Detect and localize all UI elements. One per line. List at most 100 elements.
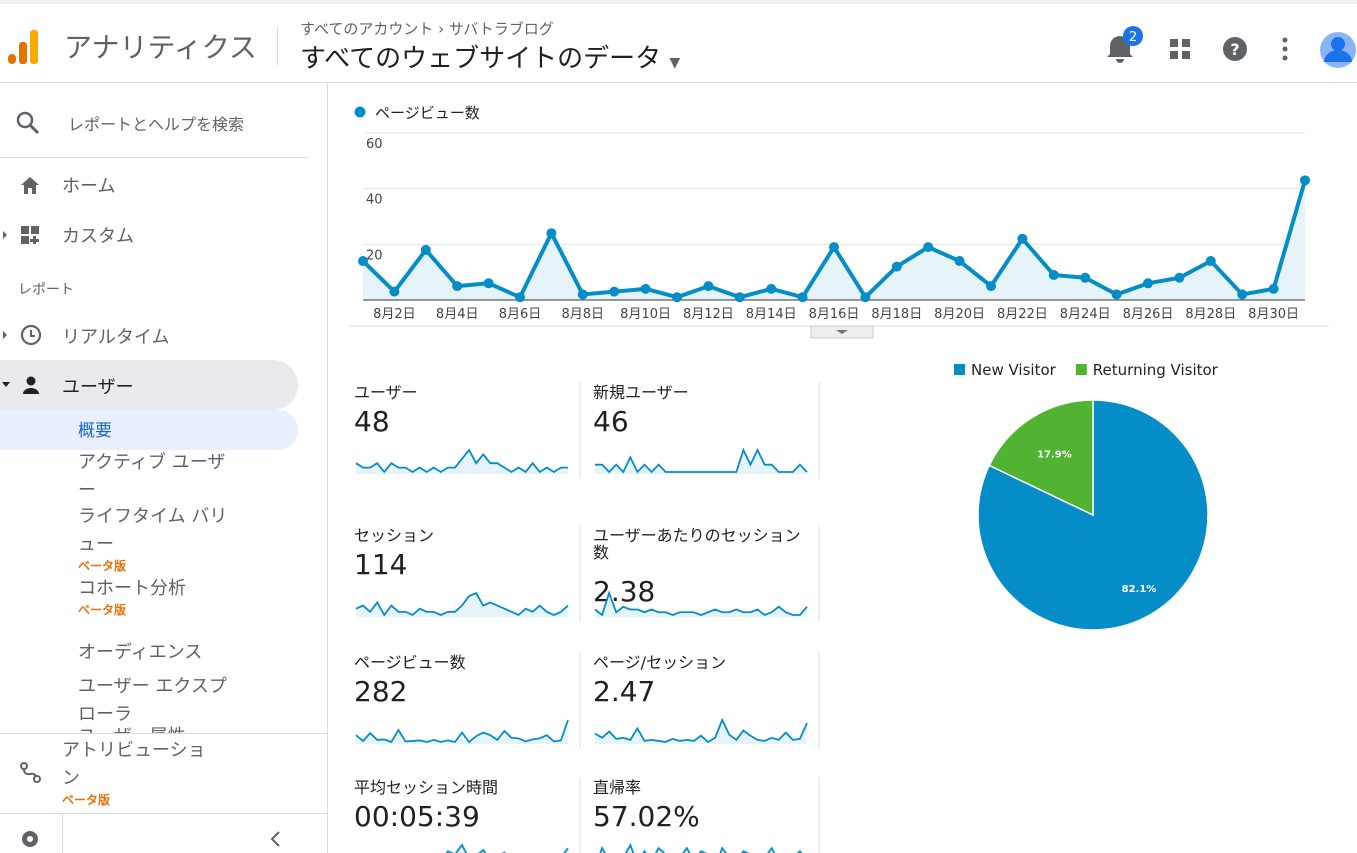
search-icon xyxy=(16,111,40,135)
metric-box: ユーザーあたりのセッション数 2.38 xyxy=(593,527,813,607)
property[interactable]: サバトラブログ xyxy=(448,20,554,38)
nav-label[interactable]: ユーザー エクスプローラ xyxy=(78,676,227,725)
point xyxy=(1300,175,1310,186)
x-tick-label: 8月24日 xyxy=(1060,307,1111,322)
nav-label[interactable]: コホート分析 xyxy=(78,578,186,599)
x-tick-label: 8月8日 xyxy=(562,307,605,322)
nav-users-active[interactable] xyxy=(0,360,298,410)
point xyxy=(1268,283,1279,294)
nav-sub-item[interactable]: ライフタイム バリューベータ版 xyxy=(78,503,238,573)
metric: ページ/セッション 2.47 xyxy=(593,654,813,708)
point xyxy=(420,244,431,255)
metric-label: ユーザーあたりのセッション数 xyxy=(593,527,801,562)
point xyxy=(672,292,682,303)
nav-users[interactable]: ユーザー xyxy=(62,377,134,398)
realtime-icon xyxy=(3,324,42,346)
metric-box: ページビュー数 282 xyxy=(354,654,574,708)
x-tick-label: 8月26日 xyxy=(1123,307,1174,322)
legend-marker xyxy=(354,106,366,118)
sidebar: レポートとヘルプを検索 ホーム カスタム レポート リアルタイム ユーザー 概要… xyxy=(0,83,328,853)
legend-swatch xyxy=(954,364,965,375)
breadcrumb[interactable]: すべてのアカウント › サバトラブログ xyxy=(300,20,554,38)
point xyxy=(1174,272,1185,283)
point xyxy=(640,283,651,294)
nav-custom[interactable]: カスタム xyxy=(62,226,134,247)
nav-sub-item[interactable]: ユーザー エクスプローラ xyxy=(78,673,238,729)
nav-sub-item[interactable]: コホート分析 ベータ版 xyxy=(78,575,238,617)
help-icon[interactable] xyxy=(1223,37,1247,61)
point xyxy=(1048,269,1059,280)
point xyxy=(1143,278,1153,289)
y-tick-label: 60 xyxy=(366,137,383,152)
notification-count: 2 xyxy=(1129,30,1137,45)
nav-sub-item[interactable]: オーディエンス xyxy=(78,639,238,667)
custom-icon xyxy=(3,226,39,244)
metric-value: 2.47 xyxy=(593,675,656,708)
metric-value: 46 xyxy=(593,405,629,438)
nav-label[interactable]: アクティブ ユーザー xyxy=(78,452,226,501)
point xyxy=(766,283,777,294)
beta-badge: ベータ版 xyxy=(62,793,111,807)
metric-box: ページ/セッション 2.47 xyxy=(593,654,813,708)
metric-value: 2.38 xyxy=(593,575,656,607)
x-tick-label: 8月6日 xyxy=(499,307,542,322)
metric-label: 直帰率 xyxy=(593,779,642,797)
x-tick-label: 8月4日 xyxy=(436,307,479,322)
x-tick-label: 8月10日 xyxy=(620,307,671,322)
x-tick-label: 8月12日 xyxy=(683,307,734,322)
nav-label[interactable]: 概要 xyxy=(78,421,112,441)
beta-badge: ベータ版 xyxy=(78,559,127,573)
metric-box: ユーザー 48 xyxy=(354,384,574,438)
nav-overview-active[interactable] xyxy=(0,410,298,450)
nav-label[interactable]: オーディエンス xyxy=(78,642,203,663)
apps-icon[interactable] xyxy=(1170,39,1190,59)
nav-label[interactable]: ライフタイム バリュー xyxy=(78,506,228,555)
metric-label: 新規ユーザー xyxy=(593,384,689,402)
settings-icon[interactable] xyxy=(18,827,44,853)
point xyxy=(734,292,745,303)
users-icon xyxy=(2,376,39,394)
main-panel: ページビュー数 20 40 60 8月2日 8月4日 8月6日 8月8日 8月10日 8月12日 8… xyxy=(349,104,1329,853)
sparkline xyxy=(355,448,568,474)
point xyxy=(389,286,400,297)
point xyxy=(986,281,996,292)
metric-label: ユーザー xyxy=(354,384,418,402)
sparkline xyxy=(599,842,803,853)
slice-label: 82.1% xyxy=(1122,584,1157,595)
metric-value: 48 xyxy=(354,405,390,438)
more-icon[interactable] xyxy=(1282,37,1288,61)
point xyxy=(483,278,494,289)
nav-realtime[interactable]: リアルタイム xyxy=(62,327,170,348)
point xyxy=(609,286,620,297)
nav-sub-item[interactable]: アクティブ ユーザー xyxy=(78,449,238,505)
point xyxy=(1111,289,1122,300)
x-tick-label: 8月20日 xyxy=(934,307,985,322)
point xyxy=(703,281,714,292)
point xyxy=(1017,233,1028,244)
sidebar-footer xyxy=(0,733,327,853)
point xyxy=(358,256,368,267)
x-tick-label: 8月28日 xyxy=(1185,307,1236,322)
nav-sub-item[interactable]: 概要 xyxy=(78,417,238,445)
sparkline xyxy=(594,717,808,744)
view-selector[interactable]: すべてのウェブサイトのデータ ▼ xyxy=(300,44,681,74)
nav-home[interactable]: ホーム xyxy=(62,176,116,197)
sparkline-area xyxy=(356,450,568,474)
point xyxy=(1080,272,1091,283)
collapse-button[interactable] xyxy=(266,829,286,849)
view-title: すべてのウェブサイトのデータ xyxy=(300,44,662,74)
metric-value: 57.02% xyxy=(593,800,700,833)
search-box[interactable]: レポートとヘルプを検索 xyxy=(68,115,245,134)
sparkline-area xyxy=(595,450,807,474)
home-icon xyxy=(21,177,39,194)
attribution-icon xyxy=(20,762,41,783)
metric-box: セッション 114 xyxy=(354,527,574,581)
legend-label: New Visitor xyxy=(971,361,1057,379)
metric: ページビュー数 282 xyxy=(354,654,574,708)
account[interactable]: すべてのアカウント xyxy=(300,20,434,38)
point xyxy=(860,292,871,303)
sparkline xyxy=(595,447,808,474)
sparkline xyxy=(594,590,808,617)
nav-attribution[interactable]: アトリビューション ベータ版 xyxy=(62,737,212,807)
